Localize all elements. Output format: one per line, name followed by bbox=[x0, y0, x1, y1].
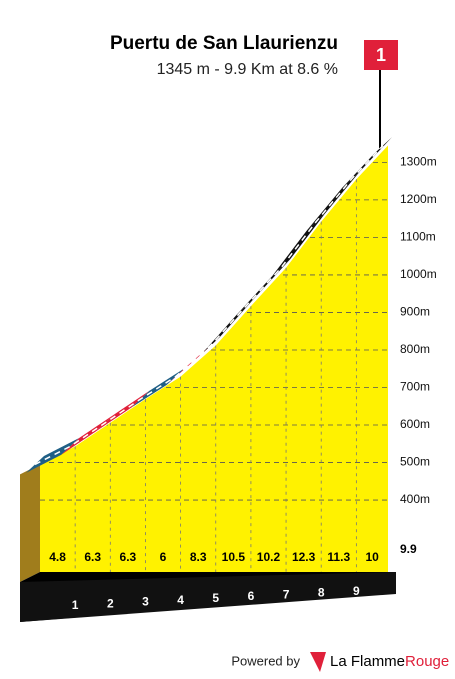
gradient-label: 6.3 bbox=[84, 550, 101, 564]
base-band-front bbox=[20, 572, 396, 622]
gradient-label: 6.3 bbox=[120, 550, 137, 564]
road-centerline bbox=[34, 144, 384, 466]
footer-powered: Powered by bbox=[231, 653, 300, 668]
y-tick-label: 800m bbox=[400, 342, 430, 356]
logo-icon bbox=[310, 652, 326, 672]
road-segment bbox=[26, 438, 80, 473]
y-tick-label: 600m bbox=[400, 417, 430, 431]
x-tick-label: 9 bbox=[353, 584, 360, 598]
y-tick-label: 500m bbox=[400, 455, 430, 469]
gradient-label: 10.2 bbox=[257, 550, 281, 564]
gradient-label: 10.5 bbox=[222, 550, 246, 564]
profile-side bbox=[20, 464, 40, 582]
y-tick-label: 1100m bbox=[400, 230, 436, 244]
brand: La Flamme bbox=[330, 653, 405, 670]
x-tick-label: 7 bbox=[283, 587, 290, 601]
gradient-label: 10 bbox=[366, 550, 380, 564]
gradient-label: 4.8 bbox=[49, 550, 66, 564]
gradient-label: 6 bbox=[160, 550, 167, 564]
y-tick-label: 700m bbox=[400, 380, 430, 394]
x-tick-label: 8 bbox=[318, 586, 325, 600]
y-tick-label: 1000m bbox=[400, 267, 437, 281]
x-tick-label: 5 bbox=[212, 591, 219, 605]
y-tick-label: 1200m bbox=[400, 192, 437, 206]
y-tick-label: 900m bbox=[400, 305, 430, 319]
footer-brand: La FlammeRouge bbox=[330, 653, 449, 670]
x-tick-label: 1 bbox=[72, 598, 79, 612]
profile-fill bbox=[40, 145, 388, 572]
brand-accent: Rouge bbox=[405, 653, 449, 670]
chart-subtitle: 1345 m - 9.9 Km at 8.6 % bbox=[157, 61, 338, 78]
gradient-label: 12.3 bbox=[292, 550, 316, 564]
gradient-label: 8.3 bbox=[190, 550, 207, 564]
y-tick-label: 400m bbox=[400, 492, 430, 506]
flag-label: 1 bbox=[376, 45, 386, 65]
x-tick-label: 6 bbox=[248, 589, 255, 603]
gradient-label: 11.3 bbox=[327, 550, 350, 564]
road-segment bbox=[307, 170, 361, 231]
y-tick-label: 1300m bbox=[400, 155, 437, 169]
flag bbox=[364, 40, 398, 70]
x-tick-label: 2 bbox=[107, 596, 114, 610]
x-tick-label: 4 bbox=[177, 593, 184, 607]
x-tick-label: 9.9 bbox=[400, 542, 417, 556]
chart-title: Puertu de San Llaurienzu bbox=[110, 33, 338, 54]
x-tick-label: 3 bbox=[142, 595, 149, 609]
